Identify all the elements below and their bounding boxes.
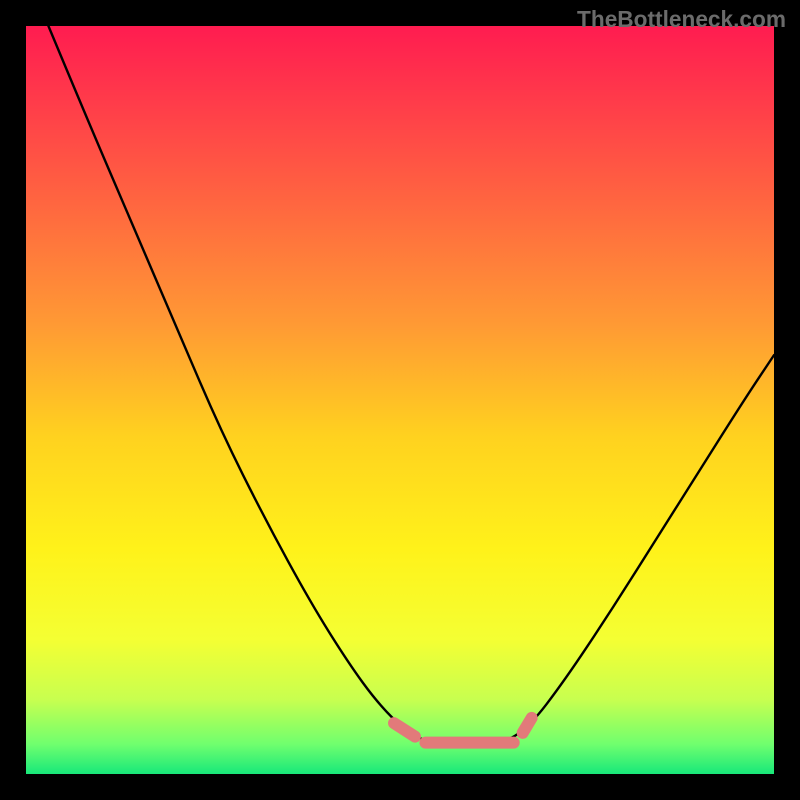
plot-area [26,26,774,774]
bottleneck-curve [48,26,774,744]
chart-container: TheBottleneck.com [0,0,800,800]
highlight-marks [394,718,532,743]
highlight-segment [394,723,415,736]
highlight-segment [523,718,532,733]
curve-layer [26,26,774,774]
watermark-text: TheBottleneck.com [577,6,786,33]
